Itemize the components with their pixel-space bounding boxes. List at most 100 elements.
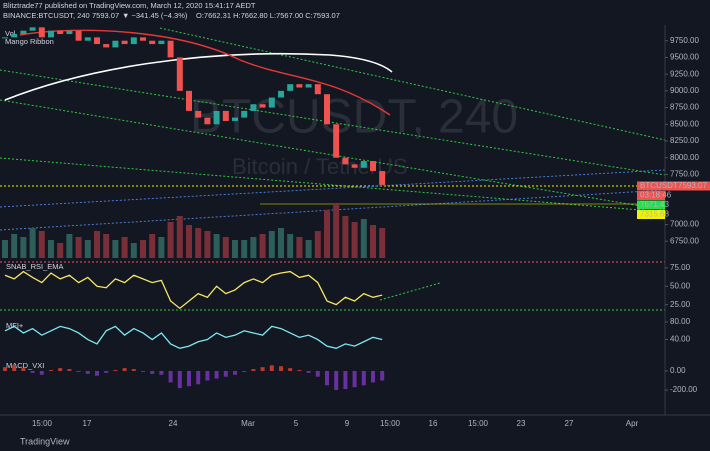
volume-bar [112,240,119,258]
price-badge [637,210,665,219]
macd-bar [371,370,375,383]
y-tick-label: 9000.00 [670,86,699,95]
x-tick-label: 9 [345,419,350,428]
candle [195,110,202,118]
price-badge [637,181,710,191]
macd-bar [113,370,118,371]
volume-bar [140,240,146,258]
volume-bar [232,240,238,258]
macd-bar [214,370,219,379]
x-tick-label: 27 [565,419,574,428]
candle [241,110,248,118]
candle [11,34,18,38]
y-tick-label: 50.00 [670,281,691,290]
volume-bar [195,228,202,258]
macd-bar [251,369,256,371]
candle [66,30,73,35]
macd-bar [334,370,339,391]
macd-bar [12,365,17,371]
candle [29,27,36,31]
macd-bar [49,370,53,371]
y-tick-label: 9500.00 [670,53,699,62]
candle [360,161,367,168]
volume-bar [29,228,36,258]
volume-bar [66,234,73,258]
macd-bar [325,370,329,386]
macd-bar [288,368,293,371]
y-tick-label: 9750.00 [670,36,699,45]
watermark: BTCUSDT, 240 [190,91,518,144]
y-tick-label: 7750.00 [670,170,699,179]
volume-bar [84,240,91,258]
badge-text: 7571.43 [640,200,669,209]
candle [121,40,128,45]
y-tick-label: 80.00 [670,317,691,326]
y-tick-label: 75.00 [670,263,691,272]
volume-bar [158,237,165,258]
macd-bar [58,368,63,371]
volume-bar [121,237,128,258]
y-tick-label: 8000.00 [670,153,699,162]
candle [20,30,27,35]
candle [94,37,100,45]
candle [296,84,303,88]
macd-bar [104,370,109,373]
volume-bar [48,240,54,258]
volume-bar [360,219,367,258]
volume-bar [333,204,340,258]
macd-bar [168,370,173,383]
candle [103,44,110,48]
candle [232,117,238,121]
price-badge [637,191,665,200]
price-badge [637,200,665,210]
y-tick-label: 8250.00 [670,136,699,145]
brand: TradingView [20,436,70,446]
candle [149,40,156,45]
pane-title: MACD_VXI [6,361,44,370]
x-tick-label: 15:00 [380,419,401,428]
volume-bar [103,234,110,258]
indicator-line [4,270,383,310]
volume-bar [314,231,321,258]
candle [370,161,376,172]
macd-bar [269,365,274,371]
publisher: Blitztrade77 published on TradingView.co… [3,1,256,10]
macd-bar [177,370,182,389]
macd-bar [361,370,366,386]
volume-bar [268,231,275,258]
macd-bar [3,367,7,371]
x-tick-label: 5 [294,419,299,428]
candle [222,110,229,121]
volume-bar [20,237,27,258]
indicator-line [4,325,383,349]
volume-bar [167,222,174,258]
volume-bar [2,240,8,258]
volume-bar [11,234,18,258]
last: 7593.07 [92,11,119,20]
x-tick-label: 15:00 [32,419,53,428]
volume-bar [296,237,303,258]
volume-bar [250,237,257,258]
volume-bar [278,228,284,258]
y-tick-label: 8500.00 [670,119,699,128]
volume-bar [342,216,349,258]
macd-bar [196,370,201,385]
candle [259,104,266,108]
x-tick-label: Apr [626,419,639,428]
volume-bar [305,240,312,258]
volume-bar [186,225,192,258]
x-tick-label: 24 [169,419,178,428]
macd-bar [21,368,26,371]
volume-bar [287,234,294,258]
x-tick-label: Mar [241,419,255,428]
y-tick-label: -200.00 [670,385,698,394]
candle [38,27,45,38]
macd-bar [76,370,81,372]
volume-bar [379,228,386,258]
y-tick-label: 9250.00 [670,69,699,78]
y-tick-label: 7000.00 [670,220,699,229]
macd-bar [205,370,210,381]
badge-text: 03:18:46 [640,191,672,200]
candle [176,57,183,91]
volume-bar [324,210,330,258]
